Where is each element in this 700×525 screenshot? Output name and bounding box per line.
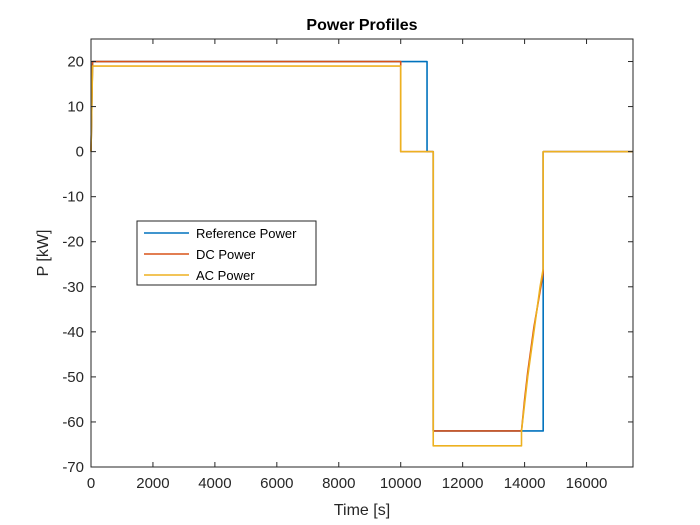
x-tick-label: 14000 bbox=[504, 475, 546, 492]
y-tick-label: -40 bbox=[62, 324, 84, 341]
y-tick-label: -10 bbox=[62, 189, 84, 206]
chart-title: Power Profiles bbox=[306, 17, 417, 34]
y-tick-label: -20 bbox=[62, 234, 84, 251]
legend-entries: Reference Power DC Power AC Power bbox=[144, 226, 297, 283]
y-tick-label: -50 bbox=[62, 369, 84, 386]
x-tick-label: 2000 bbox=[136, 475, 169, 492]
y-tick-label: -30 bbox=[62, 279, 84, 296]
series-layer bbox=[90, 60, 633, 447]
legend-label: AC Power bbox=[196, 268, 255, 283]
legend: Reference Power DC Power AC Power bbox=[136, 220, 317, 286]
x-tick-label: 4000 bbox=[198, 475, 231, 492]
legend-label: DC Power bbox=[196, 247, 256, 262]
y-tick-label: -60 bbox=[62, 414, 84, 431]
y-tick-label: 0 bbox=[76, 144, 84, 161]
y-tick-label: 20 bbox=[67, 54, 84, 71]
x-tick-label: 0 bbox=[87, 475, 95, 492]
x-tick-label: 12000 bbox=[442, 475, 484, 492]
x-tick-label: 8000 bbox=[322, 475, 355, 492]
y-tick-label: 10 bbox=[67, 99, 84, 116]
x-tick-label: 16000 bbox=[566, 475, 608, 492]
y-axis-ticks: -70 -60 -50 -40 -30 -20 -10 0 10 20 bbox=[62, 54, 633, 476]
x-tick-label: 6000 bbox=[260, 475, 293, 492]
x-axis-label: Time [s] bbox=[334, 502, 390, 519]
plot-frame bbox=[90, 38, 634, 468]
y-axis-label: P [kW] bbox=[35, 230, 52, 277]
x-tick-label: 10000 bbox=[380, 475, 422, 492]
x-axis-ticks: 0 2000 4000 6000 8000 10000 12000 14000 16000 bbox=[87, 39, 608, 492]
y-tick-label: -70 bbox=[62, 459, 84, 476]
series-line-3 bbox=[90, 65, 633, 447]
legend-label: Reference Power bbox=[196, 226, 297, 241]
